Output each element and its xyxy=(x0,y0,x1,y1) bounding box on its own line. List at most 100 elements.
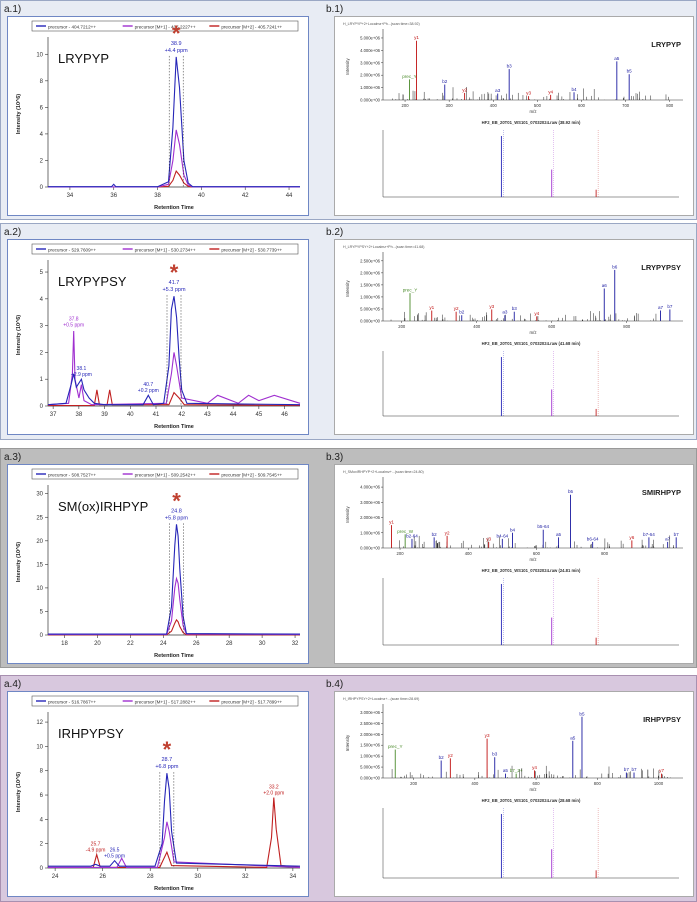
x-tick-label: 43 xyxy=(204,412,211,418)
y-tick-label: 4.000e+06 xyxy=(360,48,381,53)
figure-row-1: a.1) b.1) precursor - 404.7212++ precurso… xyxy=(0,0,697,220)
sequence-logo: IRHPYPSY xyxy=(643,715,681,724)
side-peak-ppm: +0.2 ppm xyxy=(138,388,159,394)
x-tick-label: 200 xyxy=(397,551,405,556)
fragment-label: y1 xyxy=(414,35,419,40)
peak-rt-label: 38.9 xyxy=(171,41,182,47)
spectrum-b4: H_IRHPYPSY+2+Localmz+...(scan time=28.69… xyxy=(343,697,683,879)
fragment-label: b7_2+ xyxy=(510,768,523,773)
side-peak-ppm: -4.9 ppm xyxy=(86,847,106,853)
x-tick-label: 1000 xyxy=(654,781,664,786)
legend-box xyxy=(31,20,299,32)
fragment-label: prec_W xyxy=(397,529,413,534)
x-tick-label: 40 xyxy=(198,193,205,199)
x-tick-label: 600 xyxy=(533,781,541,786)
spectrum-header: H_IRHPYPSY+2+Localmz+...(scan time=28.69… xyxy=(343,697,419,701)
legend-entry: precursor [M+2] - 517.7899++ xyxy=(221,700,282,705)
fragment-label: b3 xyxy=(492,752,498,757)
fragment-label: b6-64 xyxy=(587,536,599,541)
y-tick-label: 2 xyxy=(40,350,44,356)
panel-label-b2: b.2) xyxy=(326,227,344,238)
series-line xyxy=(48,618,300,636)
legend-entry: precursor - 508.7527++ xyxy=(48,473,96,478)
fragment-label: b4 xyxy=(571,87,577,92)
panel-label-b1: b.1) xyxy=(326,4,344,15)
y-tick-label: 0.000e+00 xyxy=(360,776,381,781)
y-tick-label: 0 xyxy=(40,633,44,639)
y-tick-label: 10 xyxy=(36,744,43,750)
peak-rt-label: 41.7 xyxy=(169,280,180,286)
fragment-label: y2 xyxy=(448,753,453,758)
fragment-label: b2 xyxy=(432,532,438,537)
side-peak-ppm: +0.5 ppm xyxy=(104,853,125,859)
x-tick-label: 400 xyxy=(473,324,481,329)
x-tick-label: 24 xyxy=(52,874,59,880)
fragment-label: b2 xyxy=(439,755,445,760)
x-tick-label: 400 xyxy=(465,551,473,556)
y-tick-label: 5.000e+05 xyxy=(360,765,381,770)
spectrum-panel-b4: H_IRHPYPSY+2+Localmz+...(scan time=28.69… xyxy=(334,691,694,897)
x-tick-label: 41 xyxy=(153,412,160,418)
x-axis-label: m/z xyxy=(529,557,536,562)
legend-entry: precursor [M+2] - 530.7739++ xyxy=(221,248,282,253)
fragment-label: y3 xyxy=(526,91,531,96)
legend-box xyxy=(31,468,299,480)
x-tick-label: 22 xyxy=(127,641,134,647)
fragment-label: y1 xyxy=(389,520,394,525)
fragment-label: b3 xyxy=(507,64,513,69)
fragment-label: a5 xyxy=(570,735,576,740)
y-tick-label: 5 xyxy=(40,270,44,276)
spectrum-header: H_SMoxIRHPYP+2+Localmz+...(scan time=24.… xyxy=(343,470,424,474)
fragment-label: b4 xyxy=(510,527,516,532)
y-tick-label: 4.000e+06 xyxy=(360,485,381,490)
spectrum-b3: H_SMoxIRHPYP+2+Localmz+...(scan time=24.… xyxy=(343,470,683,646)
y-tick-label: 2 xyxy=(40,842,44,848)
spectrum-panel-b3: H_SMoxIRHPYP+2+Localmz+...(scan time=24.… xyxy=(334,464,694,664)
x-tick-label: 40 xyxy=(127,412,134,418)
spectrum-panel-b2: H_LRYPYPSY+2+Localmz+Ph...(scan time=41.… xyxy=(334,239,694,435)
x-tick-label: 24 xyxy=(160,641,167,647)
fragment-label: b2 xyxy=(459,310,465,315)
y-tick-label: 10 xyxy=(36,586,43,592)
peptide-name: SM(ox)IRHPYP xyxy=(58,499,148,514)
legend-entry: precursor - 404.7212++ xyxy=(48,25,96,30)
x-tick-label: 600 xyxy=(548,324,556,329)
y-tick-label: 1.500e+06 xyxy=(360,743,381,748)
x-tick-label: 30 xyxy=(194,874,201,880)
chromatogram-a4: precursor - 516.7867++ precursor [M+1] - … xyxy=(16,695,301,892)
x-tick-label: 44 xyxy=(230,412,237,418)
y-tick-label: 2.000e+06 xyxy=(360,270,381,275)
y-tick-label: 2.000e+06 xyxy=(360,73,381,78)
series-line xyxy=(48,389,301,407)
y-tick-label: 25 xyxy=(36,515,43,521)
fragment-label: b6 xyxy=(612,264,618,269)
y-tick-label: 8 xyxy=(40,79,44,85)
x-tick-label: 44 xyxy=(286,193,293,199)
mirror-title: HF2_EB_20T01_WS101_07032024.raw (38.92 m… xyxy=(482,120,581,125)
y-tick-label: 1.500e+06 xyxy=(360,282,381,287)
legend-entry: precursor [M+2] - 405.7241++ xyxy=(221,25,282,30)
asterisk-marker: * xyxy=(172,488,181,513)
y-tick-label: 6 xyxy=(40,793,44,799)
x-tick-label: 200 xyxy=(398,324,406,329)
x-tick-label: 20 xyxy=(94,641,101,647)
x-axis-label: m/z xyxy=(529,109,536,114)
peak-rt-label: 28.7 xyxy=(162,757,173,763)
y-tick-label: 0 xyxy=(40,185,44,191)
fragment-label: y2 xyxy=(454,306,459,311)
x-tick-label: 800 xyxy=(623,324,631,329)
x-tick-label: 700 xyxy=(622,103,630,108)
chromatogram-panel-a1: precursor - 404.7212++ precursor [M+1] - … xyxy=(7,16,309,216)
legend-entry: precursor [M+1] - 530.2734++ xyxy=(135,248,196,253)
series-line xyxy=(47,296,301,406)
y-tick-label: 0 xyxy=(40,404,44,410)
peak-ppm-label: +5.3 ppm xyxy=(162,287,186,293)
fragment-label: a5 xyxy=(614,56,620,61)
x-tick-label: 42 xyxy=(242,193,249,199)
side-peak-rt: 37.8 xyxy=(69,316,79,322)
y-tick-label: 4 xyxy=(40,132,44,138)
y-tick-label: 6 xyxy=(40,105,44,111)
x-tick-label: 500 xyxy=(534,103,542,108)
y-tick-label: 4 xyxy=(40,297,44,303)
chromatogram-a1: precursor - 404.7212++ precursor [M+1] - … xyxy=(16,20,300,211)
